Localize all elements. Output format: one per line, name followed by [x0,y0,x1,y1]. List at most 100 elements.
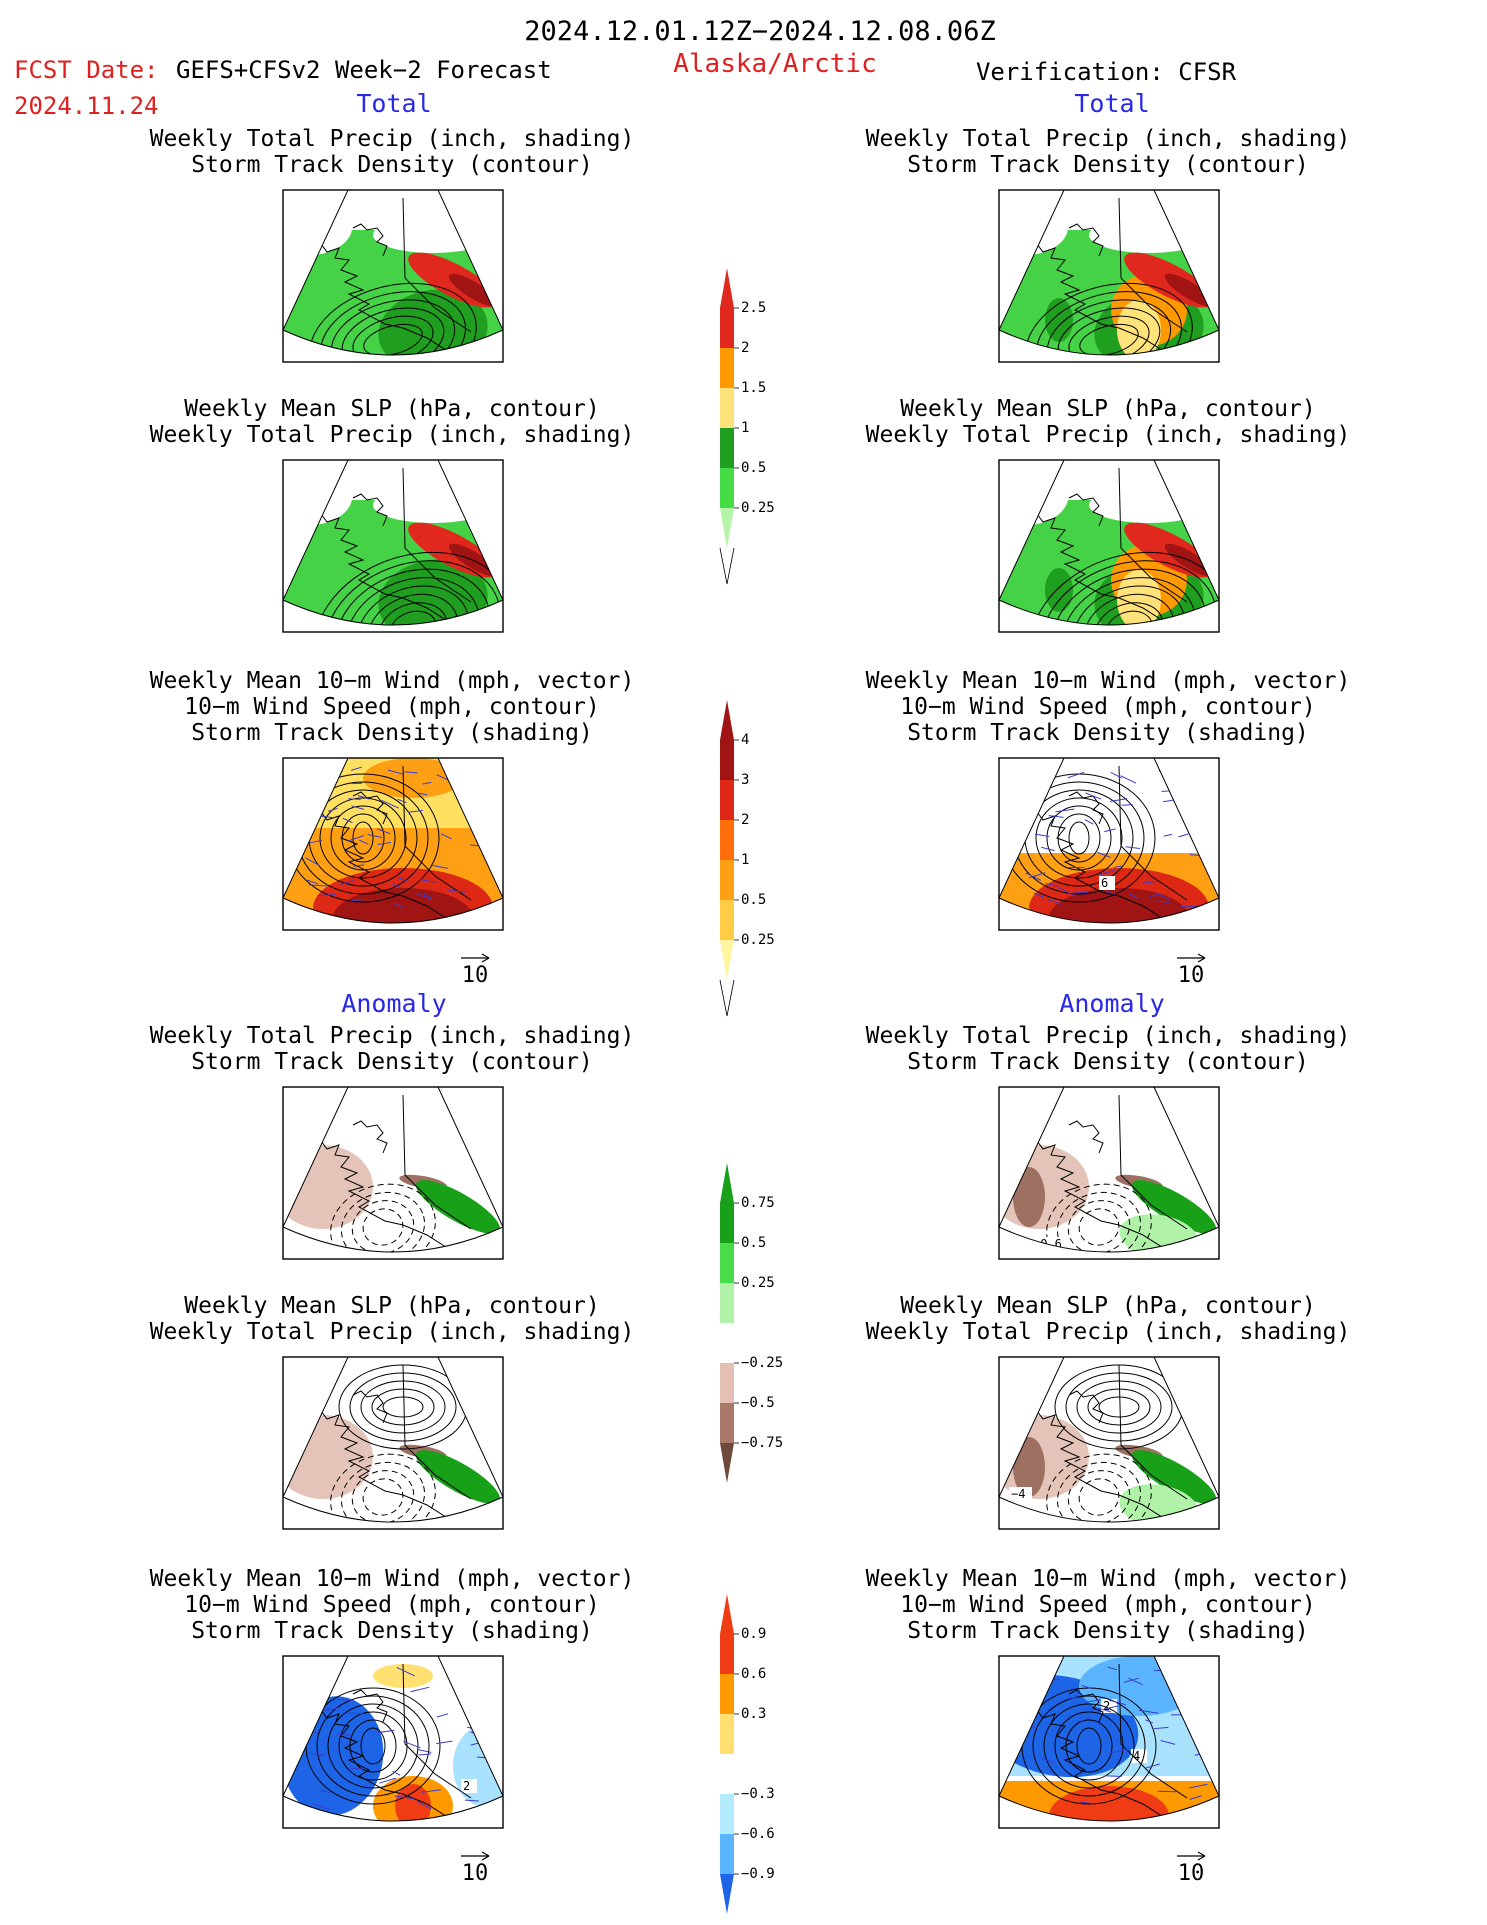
contour-line [1032,1695,1146,1797]
wind-vector [314,800,328,804]
wet-anomaly [1131,1180,1217,1234]
section-anomaly-left: Anomaly [341,989,446,1018]
coastline [310,1410,486,1522]
wind-vector [417,1749,432,1753]
wind-vector [1097,851,1111,858]
panel-title-line: Storm Track Density (shading) [191,720,593,746]
wind-vector [359,839,369,845]
panel-title-line: Weekly Mean SLP (hPa, contour) [184,396,599,422]
coastline-north [352,1689,388,1723]
colorbar-box [720,348,734,388]
precip-max [448,273,498,307]
precip-max [1164,273,1214,307]
wind-vector [1105,1775,1122,1777]
panel-frame [998,1356,1220,1530]
wind-vector [1079,1801,1093,1805]
map-domain-edge [282,189,504,356]
wind-vector [393,902,403,908]
contour-line [351,1470,415,1522]
colorbar-box [720,900,734,940]
panel-title-line: Weekly Total Precip (inch, shading) [150,1023,635,1049]
negative-light [453,1726,503,1806]
coastline-north [1068,791,1104,825]
colorbar-label: −0.9 [741,1866,775,1882]
coastline-north [352,223,388,257]
wind-vector [414,892,433,901]
wind-vector [317,894,336,897]
panel-title-line: Storm Track Density (shading) [191,1618,593,1644]
contour-line [367,593,459,625]
wind-vector [342,817,353,824]
map-area: 6 [999,758,1219,923]
contour-line [352,315,434,355]
wind-vector [347,835,364,842]
wind-vector [1055,808,1075,813]
wind-vector [1033,892,1044,898]
wind-vector [303,1667,315,1670]
section-total-right: Total [1074,89,1149,118]
wind-vector [1081,1684,1093,1690]
border-line [402,1364,472,1500]
panel-title-line: 10−m Wind Speed (mph, contour) [900,1592,1315,1618]
colorbar-open-end [719,547,735,585]
panel-title-line: Weekly Total Precip (inch, shading) [150,422,635,448]
panel-title-line: 10−m Wind Speed (mph, contour) [900,694,1315,720]
contour-label-box [1101,1699,1117,1713]
wind-vector [1178,833,1189,838]
precip-patch [1045,298,1073,342]
track-max [333,888,473,923]
wind-vector [1041,846,1055,852]
colorbar-label: 4 [741,732,749,748]
wind-vector [1045,882,1059,887]
wind-vector [306,879,319,885]
colorbar-box [720,428,734,468]
reference-vector-head [481,1851,490,1861]
map-domain-edge [998,459,1220,626]
contour-line [360,1380,446,1434]
panel-frame [282,1655,504,1829]
contour-label: 4 [1133,1749,1140,1763]
panel-frame [282,459,504,633]
contour-line [362,1478,404,1516]
colorbar-top-triangle [720,1163,734,1203]
border-line [1118,1094,1188,1230]
precip-2in [1117,570,1161,625]
contour-line [1054,1711,1124,1781]
wet-anomaly [1131,1450,1217,1504]
reference-vector-label: 10 [462,963,489,988]
wind-vector [311,1802,331,1811]
panel-fc-slp-anom: Weekly Mean SLP (hPa, contour)Weekly Tot… [150,1293,634,1530]
contour-line [1046,1183,1152,1252]
wind-vector [353,864,365,867]
wind-vector [1121,804,1133,806]
panel-frame [282,189,504,363]
wind-vector [307,1752,325,1756]
map-domain-edge [998,757,1220,924]
verification-label: Verification: CFSR [976,58,1237,86]
colorbar-label: 0.6 [741,1666,766,1682]
wind-vector [1058,887,1077,898]
wet-anomaly [415,1450,501,1504]
panel-title-line: Weekly Mean SLP (hPa, contour) [900,396,1315,422]
wind-vector [1048,815,1064,818]
wind-vector [436,1713,449,1718]
wind-vector [381,799,399,809]
panel-verif-wind-total: Weekly Mean 10−m Wind (mph, vector)10−m … [866,668,1351,988]
wind-vector [351,805,365,810]
panel-title-line: Weekly Total Precip (inch, shading) [150,126,635,152]
contour-line [351,1200,415,1252]
contour-line [363,323,423,355]
wind-vector [379,1777,397,1784]
coastline [1026,1410,1202,1522]
wind-vector [1104,828,1116,833]
contour-line [1046,299,1172,355]
wind-vector [377,842,392,845]
colorbar-box [720,740,734,780]
positive-max [395,1784,431,1821]
reference-vector-head [1197,953,1206,963]
wind-vector [1085,792,1102,800]
coastline-north [352,791,388,825]
wind-vector [407,809,423,813]
wind-vector [404,771,418,774]
coastline-north [1068,493,1104,527]
